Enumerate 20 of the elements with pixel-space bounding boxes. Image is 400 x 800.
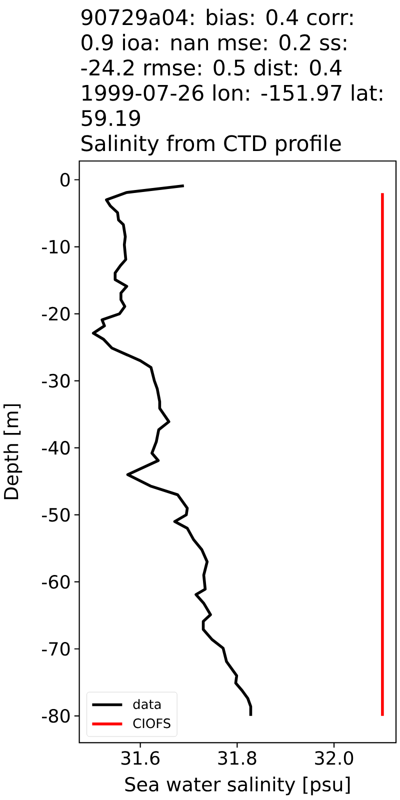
chart-subtitle: 1999-07-26 lon: -151.97 lat: 59.19 xyxy=(82,84,382,126)
line-series xyxy=(92,184,252,718)
y-tick-label: -40 xyxy=(42,440,70,455)
x-tick-label: 31.6 xyxy=(121,751,160,765)
chart-title: 90729a04: bias: 0.4 corr: 0.9 ioa: nan mse: 0.2 ss: -24.2 rmse: 0.5 dist: 0.4 xyxy=(81,8,352,76)
y-tick-label: -60 xyxy=(42,574,70,589)
text: Salinity from CTD profile xyxy=(82,134,341,156)
y-tick-label: -50 xyxy=(42,508,70,522)
y-axis-title: Depth [m] xyxy=(3,404,22,500)
x-tick-label: 32.0 xyxy=(315,751,354,765)
y-tick-label: -80 xyxy=(42,708,70,723)
x-tick-label: 31.8 xyxy=(218,751,256,765)
y-tick-label: -70 xyxy=(42,642,70,656)
y-tick-label: -20 xyxy=(42,306,70,321)
y-tick-label: 0 xyxy=(60,172,70,187)
y-tick-label: -30 xyxy=(42,374,70,388)
y-tick-label: -10 xyxy=(42,240,70,254)
x-axis-title: Sea water salinity [psu] xyxy=(125,776,350,796)
legend-label: data xyxy=(133,699,161,710)
legend-label: CIOFS xyxy=(133,718,170,728)
